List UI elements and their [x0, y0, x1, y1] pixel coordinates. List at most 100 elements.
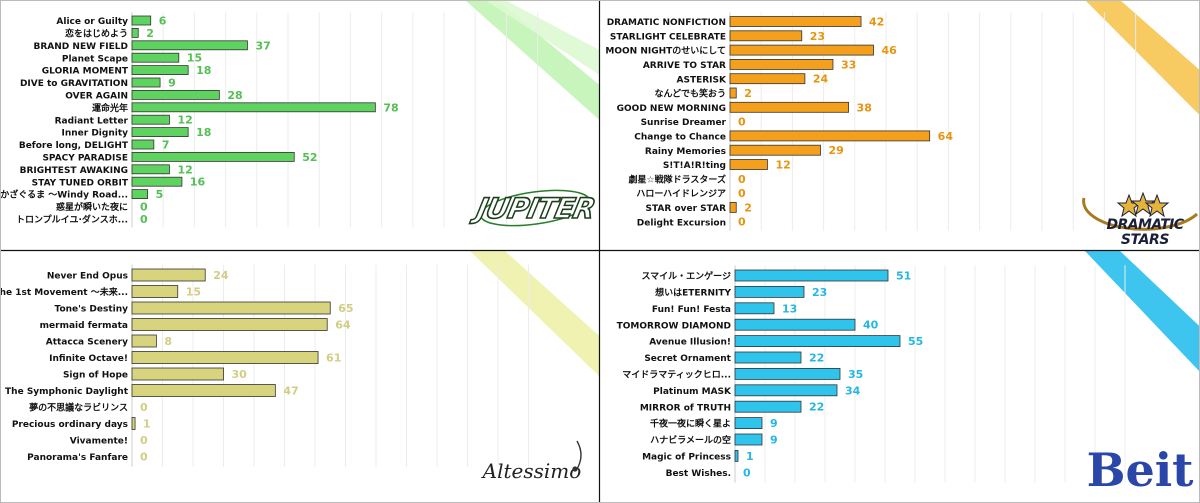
data-label: 24 [813, 73, 829, 86]
category-label: Sunrise Dreamer [641, 118, 727, 128]
category-label: 運命光年 [92, 102, 128, 114]
category-label: Panorama's Fanfare [27, 453, 128, 463]
category-label: Rainy Memories [645, 147, 726, 157]
category-label: MIRROR of TRUTH [640, 403, 731, 413]
data-label: 29 [828, 144, 843, 157]
decor-stripe [1085, 0, 1200, 116]
category-label: Alice or Guilty [56, 17, 128, 27]
category-label: Never End Opus [47, 272, 128, 282]
bar [131, 164, 170, 175]
bar [131, 127, 189, 137]
bar [131, 15, 152, 26]
bar [729, 87, 737, 99]
data-label: 0 [140, 401, 148, 414]
bar [729, 59, 834, 70]
data-label: 0 [738, 216, 746, 229]
data-label: 9 [770, 417, 778, 430]
bar [131, 65, 189, 75]
data-label: 37 [255, 39, 270, 52]
category-label: Avenue Illusion! [649, 338, 731, 348]
bar [131, 40, 248, 51]
data-label: 0 [738, 187, 746, 200]
bar [729, 73, 806, 85]
bar [734, 286, 805, 298]
data-label: 0 [140, 213, 148, 226]
category-label: Before long, DELIGHT [19, 141, 129, 151]
category-label: Delight Excursion [637, 218, 726, 228]
data-label: 46 [882, 44, 898, 57]
bar [131, 176, 183, 187]
category-label: 恋をはじめよう [65, 28, 128, 40]
data-label: 2 [744, 201, 752, 214]
category-label: Best Wishes. [666, 469, 731, 479]
data-label: 15 [186, 286, 201, 299]
category-label: トロンプルイユ·ダンスホ... [16, 214, 128, 226]
bar [734, 335, 901, 347]
decor-stripe [1085, 251, 1200, 372]
bar [131, 334, 157, 348]
bar [131, 268, 206, 282]
data-label: 12 [177, 163, 192, 176]
bar [131, 27, 139, 38]
jupiter-logo: JUPITER [468, 189, 598, 227]
data-label: 9 [168, 77, 176, 90]
category-label: MOON NIGHTのせいにして [605, 46, 726, 57]
data-label: 38 [857, 101, 872, 114]
svg-text:DRAMATIC: DRAMATIC [1107, 217, 1185, 233]
data-label: 42 [869, 16, 884, 29]
data-label: 9 [770, 434, 778, 447]
data-label: 40 [863, 319, 879, 332]
category-label: BRAND NEW FIELD [34, 42, 128, 52]
data-label: 28 [227, 89, 242, 102]
bar [729, 144, 821, 156]
category-label: Tone's Destiny [55, 305, 129, 315]
category-label: Planet Scape [62, 54, 128, 64]
category-label: Magic of Princess [642, 453, 731, 463]
data-label: 51 [896, 270, 911, 283]
bar [131, 301, 331, 315]
data-label: 18 [196, 64, 211, 77]
category-label: Change to Chance [634, 133, 726, 143]
data-label: 64 [335, 319, 351, 332]
category-label: Attacca Scenery [46, 338, 128, 348]
category-label: DRAMATIC NONFICTION [607, 18, 726, 28]
category-label: TOMORROW DIAMOND [617, 321, 731, 331]
category-label: SPACY PARADISE [42, 154, 128, 164]
category-label: Inner Dignity [62, 129, 129, 139]
bar [734, 449, 739, 462]
bar [734, 433, 763, 446]
category-label: BRIGHTEST AWAKING [20, 166, 128, 176]
data-label: 2 [744, 87, 752, 100]
category-label: OVER AGAIN [65, 92, 128, 102]
data-label: 22 [809, 352, 824, 365]
data-label: 61 [326, 352, 341, 365]
data-label: 0 [738, 173, 746, 186]
category-label: STAY TUNED ORBIT [32, 178, 129, 188]
data-label: 13 [782, 302, 797, 315]
data-label: 78 [383, 101, 398, 114]
bar [131, 367, 224, 381]
category-label: スマイル・エンゲージ [641, 270, 731, 282]
svg-text:STARS: STARS [1121, 232, 1170, 248]
data-label: 24 [213, 269, 229, 282]
bar [729, 201, 737, 213]
category-label: 惑星が瞬いた夜に [56, 201, 128, 213]
data-label: 64 [938, 130, 954, 143]
bar [131, 52, 180, 63]
bar [729, 130, 931, 142]
category-label: Sign of Hope [63, 371, 128, 381]
data-label: 12 [775, 159, 790, 172]
data-label: 15 [187, 52, 202, 65]
data-label: 1 [143, 418, 151, 431]
data-label: 33 [841, 58, 856, 71]
data-label: 22 [809, 401, 824, 414]
bar [729, 101, 849, 113]
data-label: 16 [190, 176, 206, 189]
category-label: かざぐるま ～Windy Road... [0, 189, 128, 201]
data-label: 23 [812, 286, 827, 299]
category-label: Radiant Letter [55, 116, 129, 126]
data-label: 35 [848, 368, 863, 381]
category-label: 想いはETERNITY [654, 287, 731, 299]
data-label: 0 [140, 451, 148, 464]
bar [734, 384, 838, 397]
